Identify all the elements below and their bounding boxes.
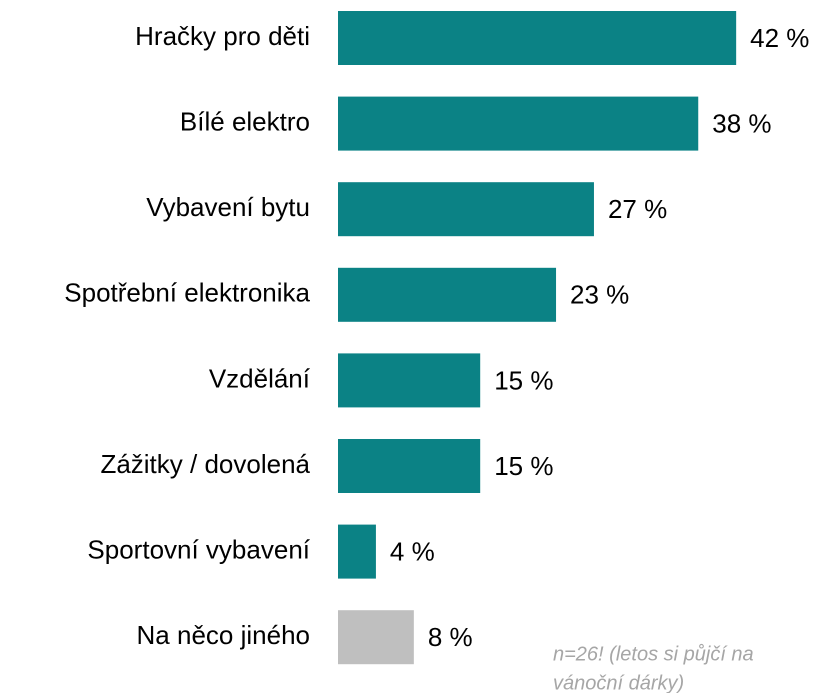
value-label: 8 % [428, 622, 473, 652]
value-label: 4 % [390, 536, 435, 566]
bar [338, 11, 737, 65]
bar [338, 524, 376, 579]
annotation: vánoční dárky) [553, 672, 684, 693]
bar [338, 439, 481, 493]
value-label: 38 % [712, 108, 771, 138]
annotation: n=26! (letos si půjčí na [553, 643, 754, 665]
bar [338, 353, 481, 408]
bar [338, 96, 699, 151]
category-label: Na něco jiného [137, 620, 310, 650]
category-label: Bílé elektro [180, 106, 310, 136]
value-label: 23 % [570, 280, 629, 310]
bar [338, 610, 414, 665]
category-label: Sportovní vybavení [87, 534, 310, 564]
category-label: Vzdělání [209, 363, 311, 393]
bar [338, 182, 594, 237]
value-label: 27 % [608, 194, 667, 224]
value-label: 42 % [750, 23, 809, 53]
category-label: Spotřební elektronika [64, 278, 310, 308]
bar [338, 267, 557, 322]
category-label: Zážitky / dovolená [100, 449, 310, 479]
value-label: 15 % [494, 365, 553, 395]
category-label: Hračky pro děti [135, 21, 310, 51]
category-label: Vybavení bytu [146, 192, 310, 222]
value-label: 15 % [494, 451, 553, 481]
